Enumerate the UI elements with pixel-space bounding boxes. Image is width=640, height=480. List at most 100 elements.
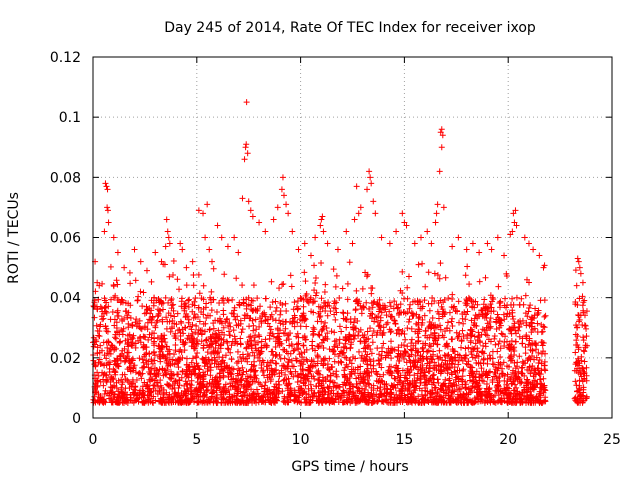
data-point (251, 368, 258, 375)
data-point (370, 387, 377, 394)
data-point (440, 204, 447, 211)
data-point (373, 370, 380, 377)
data-point (443, 399, 450, 406)
data-point (396, 379, 403, 386)
data-point (102, 387, 109, 394)
data-point (179, 339, 186, 346)
data-point (195, 207, 202, 214)
data-point (542, 312, 549, 319)
data-point (361, 389, 368, 396)
data-point (418, 391, 425, 398)
data-point (576, 264, 583, 271)
data-point (352, 399, 359, 406)
data-point (386, 308, 393, 315)
data-point (336, 340, 343, 347)
data-point (103, 183, 110, 190)
data-point (353, 381, 360, 388)
data-point (168, 305, 175, 312)
data-point (577, 270, 584, 277)
data-point (578, 373, 585, 380)
data-point (529, 353, 536, 360)
data-point (269, 330, 276, 337)
data-point (494, 348, 501, 355)
data-point (157, 395, 164, 402)
data-point (368, 368, 375, 375)
data-point (95, 359, 102, 366)
data-point (324, 361, 331, 368)
data-point (301, 388, 308, 395)
data-point (295, 345, 302, 352)
data-point (253, 393, 260, 400)
data-point (435, 310, 442, 317)
data-point (349, 398, 356, 405)
data-point (212, 330, 219, 337)
data-point (429, 399, 436, 406)
data-point (378, 391, 385, 398)
data-point (408, 367, 415, 374)
data-point (215, 327, 222, 334)
data-point (120, 325, 127, 332)
data-point (258, 364, 265, 371)
data-point (116, 338, 123, 345)
data-point (294, 319, 301, 326)
data-point (274, 204, 281, 211)
data-point (305, 378, 312, 385)
data-point (451, 387, 458, 394)
data-point (357, 204, 364, 211)
data-point (476, 377, 483, 384)
data-point (102, 308, 109, 315)
data-point (266, 362, 273, 369)
data-point (270, 216, 277, 223)
data-point (123, 355, 130, 362)
data-point (507, 231, 514, 238)
data-point (382, 396, 389, 403)
data-point (252, 332, 259, 339)
data-point (448, 369, 455, 376)
data-point (129, 389, 136, 396)
data-point (572, 322, 579, 329)
data-point (367, 310, 374, 317)
data-point (177, 394, 184, 401)
data-point (391, 346, 398, 353)
data-point (96, 282, 103, 289)
data-point (366, 305, 373, 312)
data-point (376, 373, 383, 380)
data-point (451, 364, 458, 371)
data-point (481, 314, 488, 321)
data-point (369, 304, 376, 311)
data-point (388, 338, 395, 345)
data-point (262, 342, 269, 349)
data-point (300, 379, 307, 386)
data-point (293, 341, 300, 348)
data-point (573, 368, 580, 374)
data-point (245, 198, 252, 205)
data-point (405, 318, 412, 325)
data-point (193, 340, 200, 347)
data-point (419, 356, 426, 363)
data-point (169, 396, 176, 403)
data-point (424, 388, 431, 395)
data-point (327, 390, 334, 397)
data-point (260, 392, 267, 399)
data-point (489, 361, 496, 368)
data-point (149, 330, 156, 337)
data-point (427, 394, 434, 401)
data-point (183, 399, 190, 406)
data-point (429, 295, 436, 302)
data-point (368, 350, 375, 357)
data-point (148, 334, 155, 341)
data-point (94, 279, 101, 286)
data-point (148, 367, 155, 374)
data-point (104, 207, 111, 214)
data-point (376, 387, 383, 394)
data-point (239, 364, 246, 371)
data-point (117, 357, 124, 364)
data-point (176, 382, 183, 389)
data-point (509, 228, 516, 235)
data-point (326, 346, 333, 353)
data-point (139, 356, 146, 363)
data-point (509, 396, 516, 403)
data-point (541, 297, 548, 304)
data-point (376, 394, 383, 401)
data-point (516, 353, 523, 360)
